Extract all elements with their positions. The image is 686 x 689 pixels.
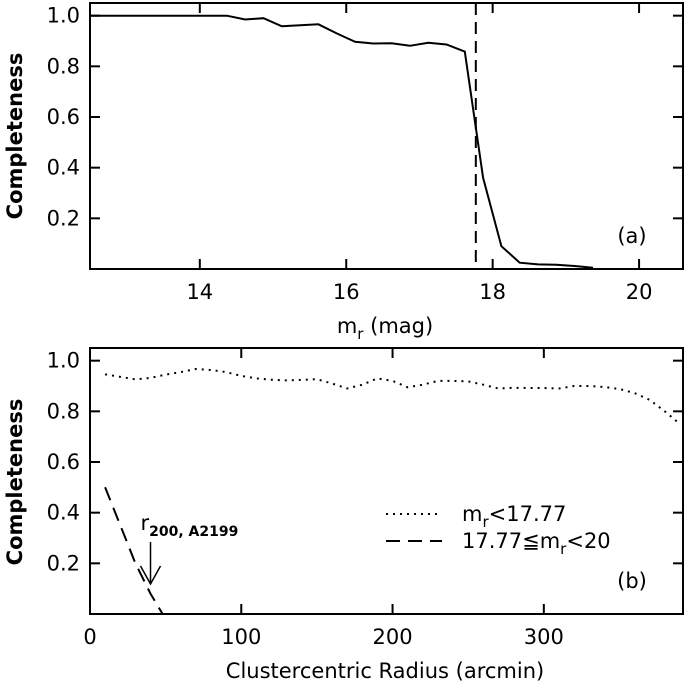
panel-b-xlabel: Clustercentric Radius (arcmin) — [226, 659, 544, 683]
panel-b-y-ticks: 0.2 0.4 0.6 0.8 1.0 — [47, 349, 683, 575]
panel-b-x-ticks: 0 100 200 300 — [83, 348, 564, 649]
panel-a-frame — [89, 2, 684, 270]
y-tick-label: 1.0 — [47, 349, 80, 373]
legend-dotted-m: m — [462, 502, 482, 526]
panel-b-label: (b) — [617, 569, 647, 593]
legend-dotted-sub: r — [482, 513, 489, 531]
legend-dashed-label: 17.77≦mr<20 — [462, 529, 611, 558]
x-tick-label: 300 — [524, 625, 564, 649]
y-tick-label: 0.2 — [47, 206, 80, 230]
panel-a-xlabel-sub: r — [357, 325, 364, 343]
legend-dotted-label: mr<17.77 — [462, 502, 566, 531]
y-tick-label: 1.0 — [47, 4, 80, 28]
panel-a-xlabel: mr (mag) — [337, 314, 433, 343]
legend-dashed-sub: r — [560, 540, 567, 558]
panel-b-legend: mr<17.77 17.77≦mr<20 — [386, 502, 611, 558]
y-tick-label: 0.8 — [47, 399, 80, 423]
r200-arrow-head — [139, 565, 162, 586]
r200-label-r: r — [141, 511, 150, 535]
legend-dashed-rest: <20 — [566, 529, 610, 553]
panel-a-y-ticks: 0.2 0.4 0.6 0.8 1.0 — [47, 4, 683, 230]
x-tick-label: 18 — [479, 280, 506, 304]
panel-a-xlabel-m: m — [337, 314, 357, 338]
x-tick-label: 200 — [373, 625, 413, 649]
y-tick-label: 0.4 — [47, 501, 80, 525]
y-tick-label: 0.4 — [47, 156, 80, 180]
x-tick-label: 14 — [186, 280, 213, 304]
y-tick-label: 0.2 — [47, 551, 80, 575]
panel-a-x-ticks: 14 16 18 20 — [186, 3, 652, 304]
series-solid-line — [90, 14, 594, 269]
panel-a-xlabel-unit: (mag) — [363, 314, 433, 338]
x-tick-label: 0 — [83, 625, 96, 649]
series-dashed-line — [104, 486, 164, 615]
panel-a: 0.2 0.4 0.6 0.8 1.0 14 16 18 20 (a) Completenes… — [3, 2, 684, 343]
r200-label: r200, A2199 — [141, 511, 239, 540]
y-tick-label: 0.6 — [47, 450, 80, 474]
x-tick-label: 20 — [626, 280, 653, 304]
legend-dotted-rest: <17.77 — [489, 502, 567, 526]
series-dotted-line — [104, 367, 678, 423]
r200-label-sub: 200, A2199 — [149, 524, 238, 540]
panel-b-frame — [89, 347, 684, 615]
panel-a-ylabel: Completeness — [3, 53, 27, 220]
panel-b-ylabel: Completeness — [3, 399, 27, 566]
panel-b-series — [104, 367, 678, 615]
panel-b: 0.20.40.60.81.0 0 100 200 300 r200, A2199 m… — [3, 347, 684, 683]
y-tick-label: 0.6 — [47, 105, 80, 129]
r200-annotation: r200, A2199 — [139, 511, 239, 586]
panel-a-series — [90, 14, 594, 269]
panel-a-label: (a) — [617, 224, 646, 248]
x-tick-label: 100 — [221, 625, 261, 649]
y-tick-label: 0.8 — [47, 54, 80, 78]
x-tick-label: 16 — [333, 280, 360, 304]
legend-dashed-m: 17.77≦m — [462, 529, 560, 553]
